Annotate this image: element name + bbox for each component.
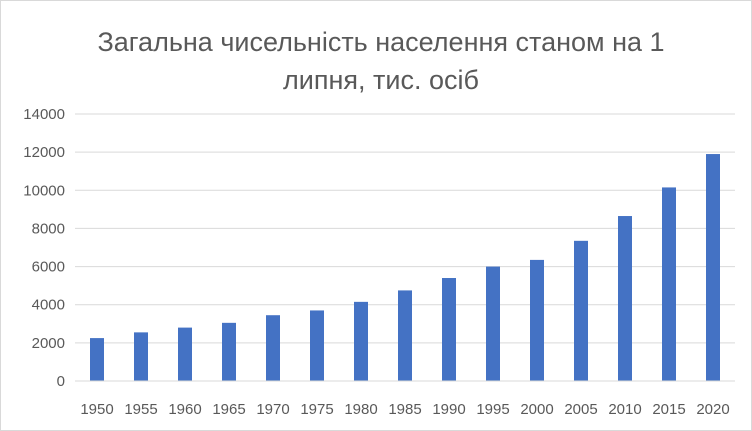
y-tick-label: 6000 [32,259,65,276]
bar-2015 [662,187,676,381]
x-tick-label: 2005 [564,401,597,418]
y-tick-label: 14000 [23,106,65,123]
y-tick-label: 0 [57,373,65,390]
x-tick-label: 1950 [80,401,113,418]
y-tick-label: 8000 [32,220,65,237]
x-axis-labels: 1950 1955 1960 1965 1970 1975 1980 1985 1990 1995… [80,401,729,418]
chart-title: Загальна чисельність населення станом на… [97,27,665,95]
x-tick-label: 1975 [300,401,333,418]
x-tick-label: 1960 [168,401,201,418]
bar-1985 [398,290,412,381]
x-tick-label: 2010 [608,401,641,418]
x-tick-label: 1995 [476,401,509,418]
y-tick-label: 12000 [23,144,65,161]
bar-1980 [354,301,368,381]
y-tick-label: 4000 [32,297,65,314]
y-tick-label: 2000 [32,335,65,352]
bar-1995 [486,266,500,381]
bar-1970 [266,315,280,381]
bar-2000 [530,259,544,381]
bar-1950 [90,338,104,381]
y-axis-labels: 0 2000 4000 6000 8000 10000 12000 14000 [23,106,65,390]
bar-2005 [574,240,588,381]
bar-1975 [310,310,324,381]
bar-2020 [706,154,720,381]
bar-1965 [222,322,236,381]
x-tick-label: 2020 [696,401,729,418]
bar-2010 [618,216,632,381]
x-tick-label: 1970 [256,401,289,418]
x-tick-label: 1965 [212,401,245,418]
bar-1960 [178,327,192,381]
bar-1955 [134,332,148,381]
x-tick-label: 1980 [344,401,377,418]
x-tick-label: 1985 [388,401,421,418]
x-tick-label: 1955 [124,401,157,418]
x-tick-label: 1990 [432,401,465,418]
y-tick-label: 10000 [23,182,65,199]
x-tick-label: 2000 [520,401,553,418]
bar-1990 [442,278,456,381]
bars [90,154,720,381]
x-tick-label: 2015 [652,401,685,418]
